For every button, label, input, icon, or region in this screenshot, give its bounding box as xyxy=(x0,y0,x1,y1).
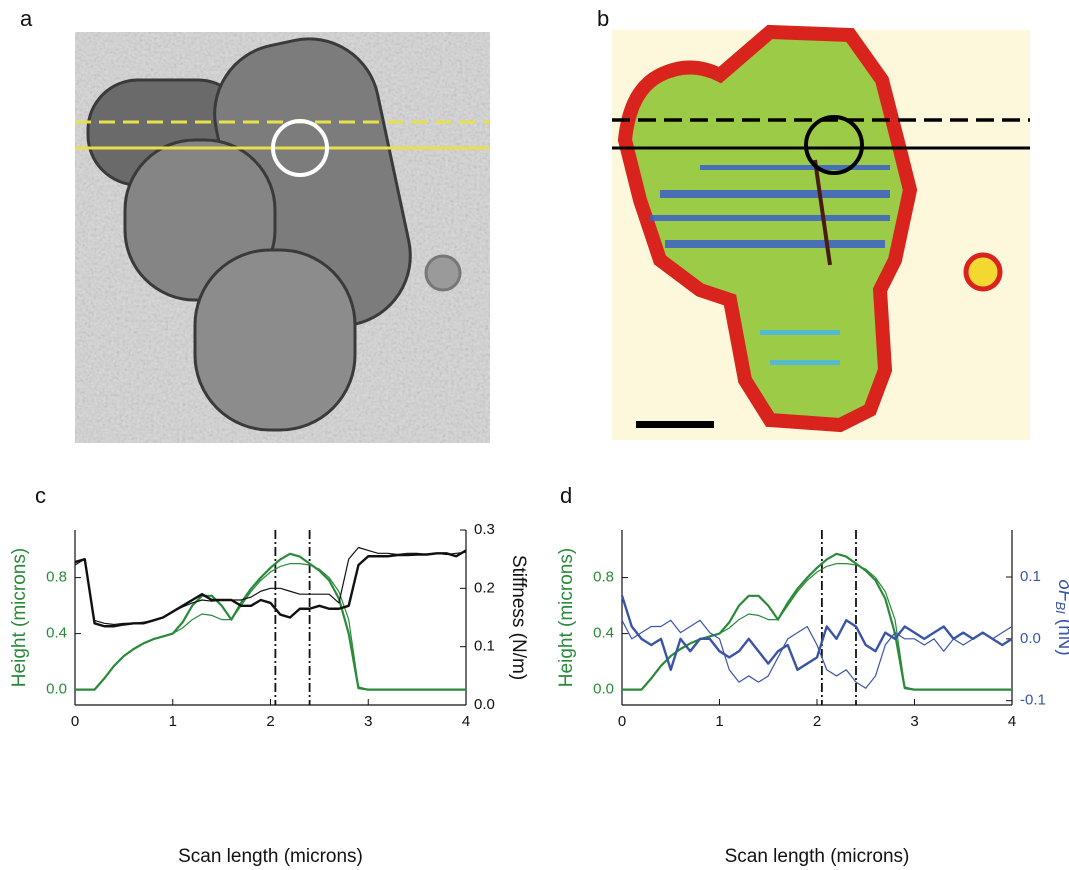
y2-tick-label: 0.0 xyxy=(474,696,495,713)
data-line xyxy=(74,549,467,628)
data-line xyxy=(75,563,466,691)
y2-tick-label: 0.3 xyxy=(474,521,495,538)
data-line xyxy=(75,552,466,691)
x-tick-label: 1 xyxy=(169,713,177,730)
x-axis-label: Scan length (microns) xyxy=(725,846,910,867)
x-tick-label: 3 xyxy=(910,713,918,730)
data-line xyxy=(620,595,1013,671)
x-axis-label: Scan length (microns) xyxy=(178,846,363,867)
y-tick-label: 0.0 xyxy=(46,681,67,698)
x-tick-label: 4 xyxy=(1008,713,1016,730)
y2-tick-label: 0.2 xyxy=(474,579,495,596)
y-tick-label: 0.0 xyxy=(593,681,614,698)
panel-b-image xyxy=(612,24,1030,440)
panel-label: b xyxy=(597,6,609,31)
y2-tick-label: 0.0 xyxy=(1020,630,1041,647)
panel-a-image xyxy=(75,32,490,443)
data-line xyxy=(622,552,1012,691)
y-tick-label: 0.8 xyxy=(46,569,67,586)
data-line xyxy=(622,563,1012,691)
x-tick-label: 2 xyxy=(813,713,821,730)
y2-axis-label-main: δF xyxy=(1054,579,1069,603)
y2-tick-label: 0.1 xyxy=(474,638,495,655)
y2-axis-label-sub: BI xyxy=(1053,601,1068,614)
y2-tick-label: 0.1 xyxy=(1020,568,1041,585)
x-tick-label: 1 xyxy=(715,713,723,730)
y2-axis-label: Stiffness (N/m) xyxy=(508,555,529,680)
y2-axis-label-unit: (nN) xyxy=(1054,619,1069,656)
x-tick-label: 2 xyxy=(266,713,274,730)
panel-label: a xyxy=(20,6,33,31)
y-tick-label: 0.4 xyxy=(46,625,67,642)
y-tick-label: 0.8 xyxy=(593,569,614,586)
y-axis-label: Height (microns) xyxy=(556,548,577,687)
y2-axis-label: δFBI (nN) xyxy=(1053,579,1069,655)
x-tick-label: 0 xyxy=(71,713,79,730)
panel-label: c xyxy=(35,483,46,508)
x-tick-label: 3 xyxy=(364,713,372,730)
x-tick-label: 4 xyxy=(462,713,470,730)
y2-axis-label-main: Stiffness (N/m) xyxy=(508,555,529,680)
y2-tick-label: -0.1 xyxy=(1020,692,1046,709)
y-tick-label: 0.4 xyxy=(593,625,614,642)
data-line xyxy=(621,619,1013,689)
x-tick-label: 0 xyxy=(618,713,626,730)
data-line xyxy=(74,546,467,626)
y-axis-label: Height (microns) xyxy=(9,548,30,687)
panel-label: d xyxy=(560,483,572,508)
